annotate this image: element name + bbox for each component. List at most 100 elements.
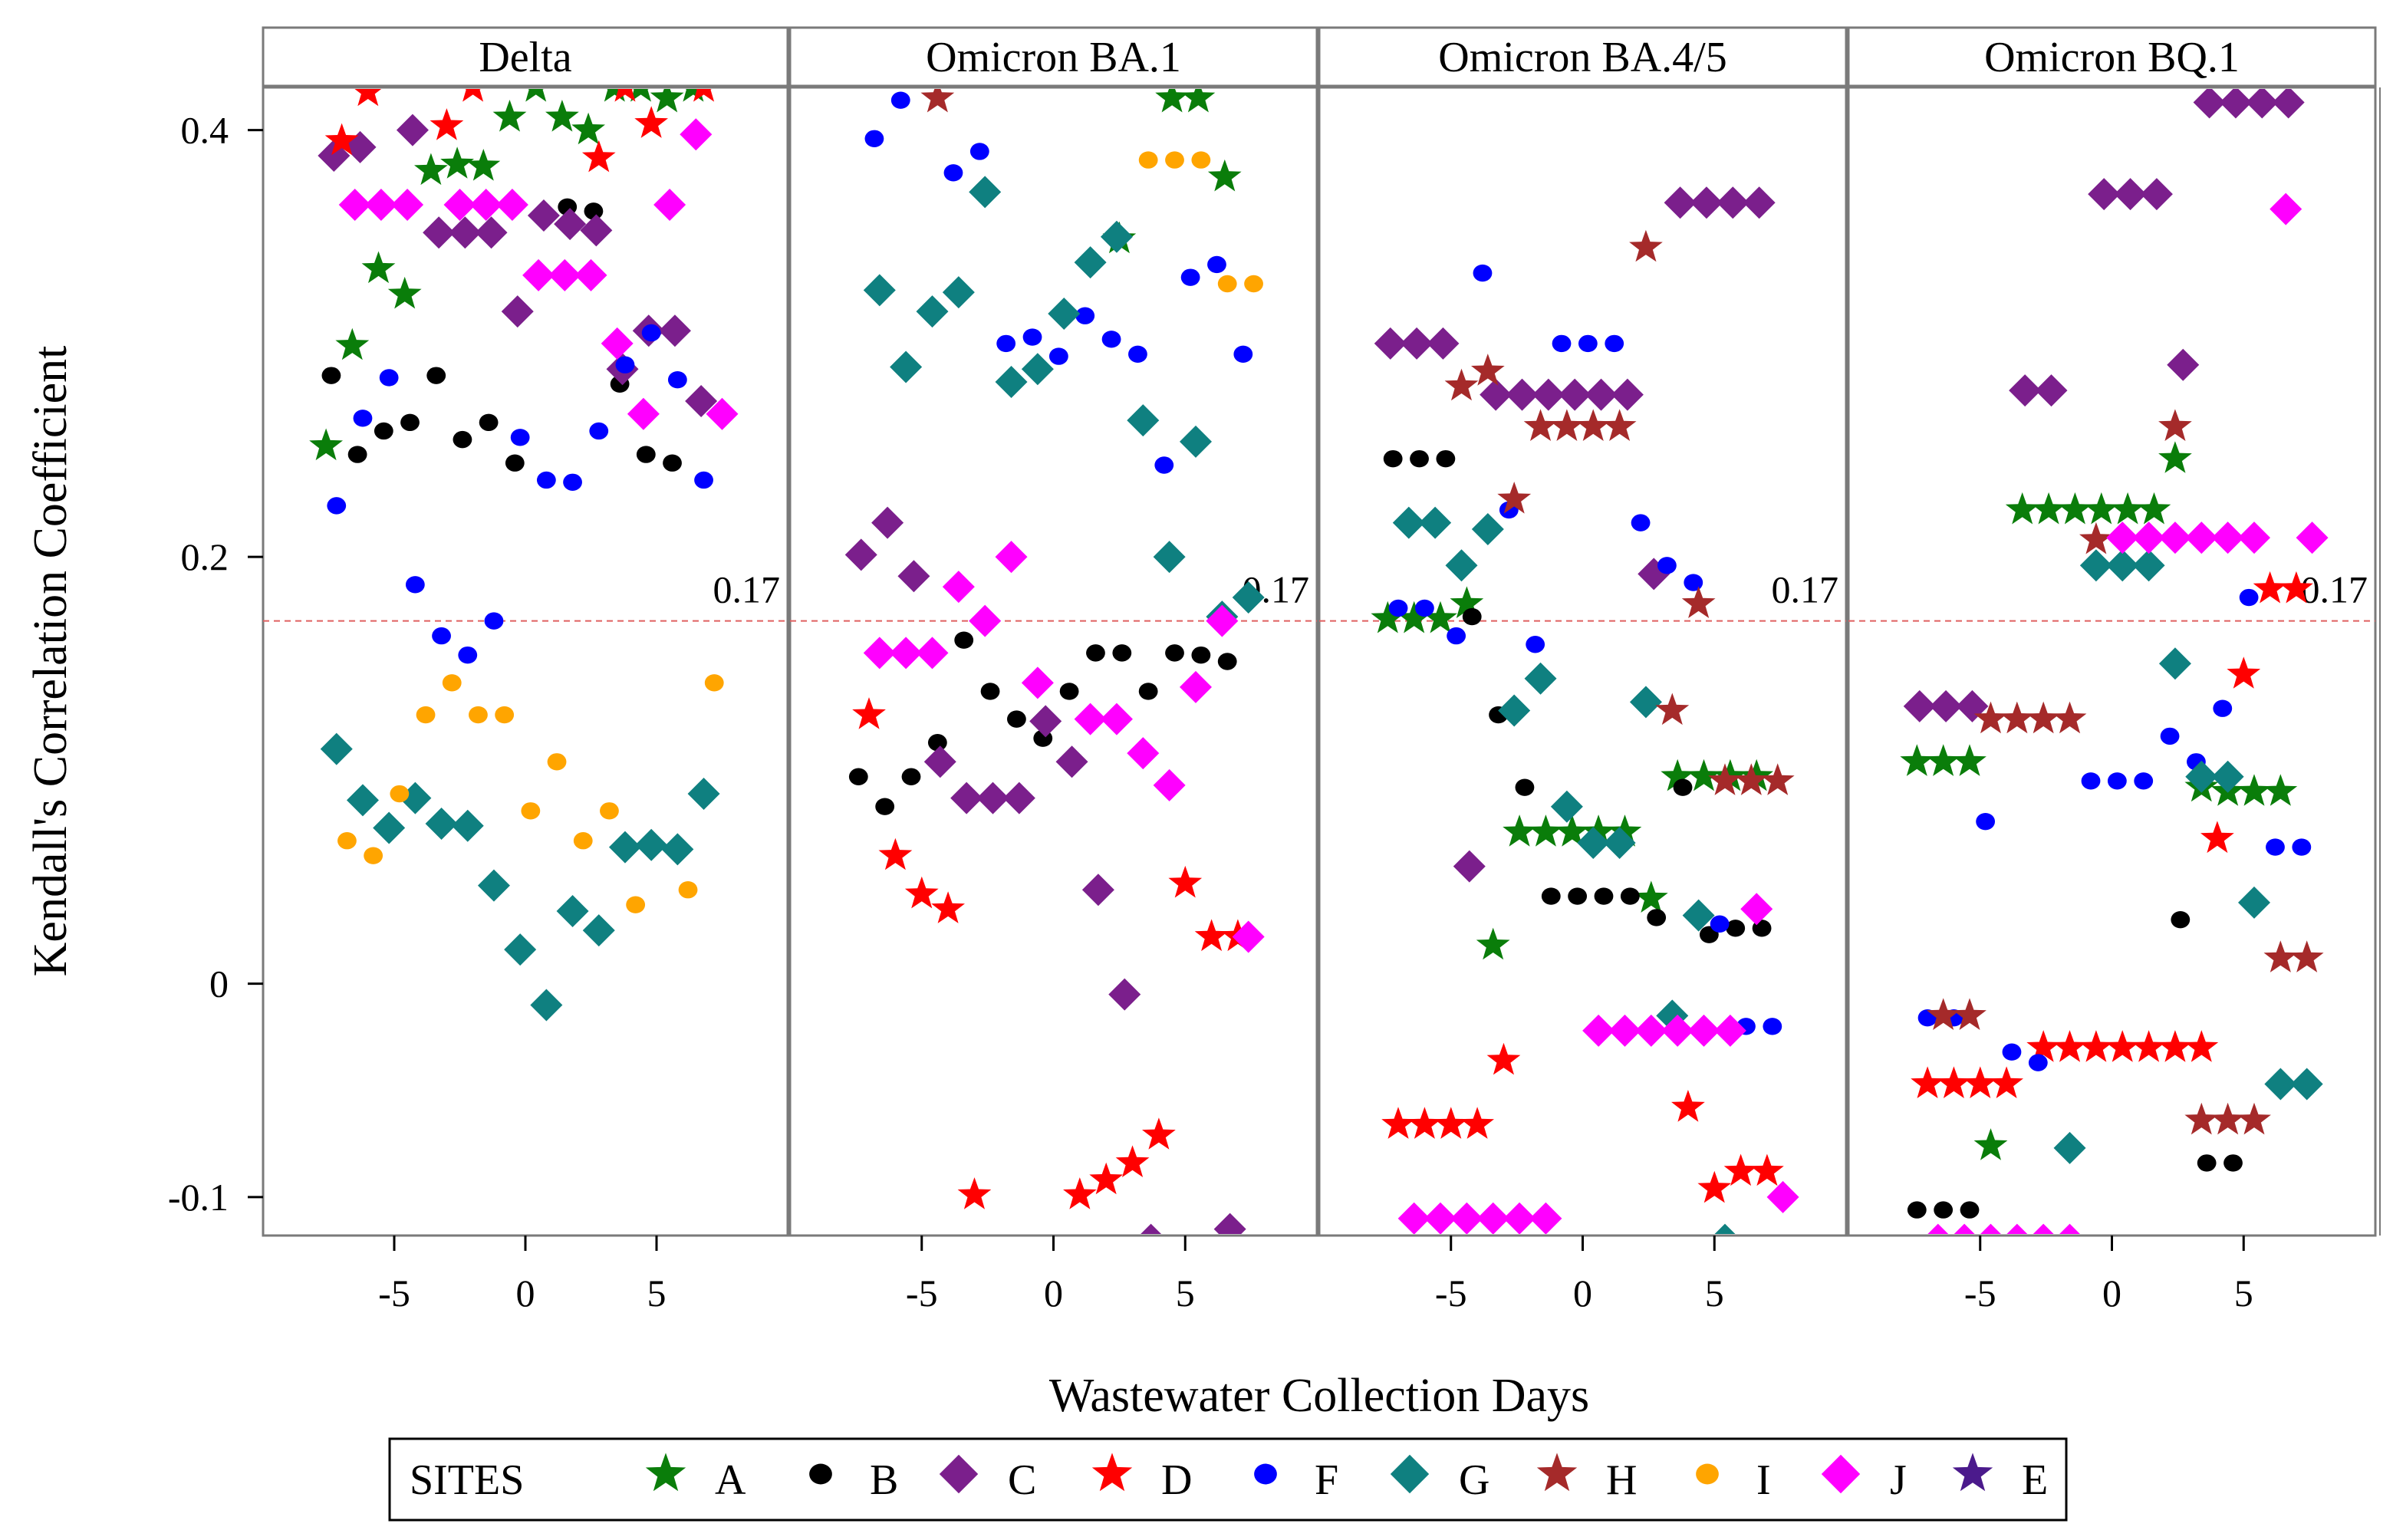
data-point [2059, 1223, 2080, 1234]
data-point [1726, 920, 1746, 937]
data-point [878, 837, 913, 870]
data-point [1578, 334, 1598, 353]
y-tick-label: 0.2 [181, 535, 229, 578]
data-point [548, 258, 581, 291]
data-point [614, 89, 636, 102]
data-point [1462, 607, 1482, 626]
data-point [1381, 1107, 1415, 1139]
data-point [685, 385, 718, 418]
data-point [510, 429, 530, 446]
data-point [2184, 1102, 2219, 1135]
data-point [2052, 701, 2087, 734]
series-site-I [1138, 151, 1263, 293]
legend-entry-H: H [1536, 1453, 1637, 1504]
data-point [504, 933, 537, 966]
data-point [1750, 1153, 1784, 1186]
data-point [1207, 159, 1242, 192]
data-point [1634, 880, 1668, 913]
data-point [890, 91, 910, 109]
data-point [1074, 246, 1107, 279]
data-point [1232, 581, 1265, 614]
data-point [364, 847, 383, 864]
data-point [916, 295, 949, 328]
data-point [2107, 772, 2127, 790]
data-point [1476, 927, 1510, 960]
data-point [2296, 522, 2329, 554]
data-point [1450, 586, 1484, 618]
data-point [1934, 1201, 1954, 1219]
data-point [2263, 940, 2298, 972]
data-point [387, 276, 422, 309]
data-point [2197, 1154, 2217, 1172]
shared-axes: -0.1 0 0.2 0.4 Wastewater Collection Days Ken… [25, 87, 2381, 1422]
x-tick-label: -5 [378, 1272, 410, 1315]
data-point [1138, 683, 1158, 700]
data-point [1734, 763, 1769, 795]
data-point [1657, 557, 1677, 574]
data-point [527, 199, 560, 232]
panel-strip [262, 26, 789, 87]
data-point [957, 1177, 992, 1209]
data-point [1427, 327, 1460, 360]
legend-marker [1390, 1454, 1430, 1494]
data-point [863, 637, 896, 670]
data-point [2131, 1030, 2166, 1062]
data-point [522, 258, 555, 291]
legend-marker [809, 1463, 832, 1485]
data-point [2005, 492, 2039, 525]
data-point [466, 149, 501, 181]
data-point [615, 356, 635, 373]
data-point [573, 832, 593, 850]
series-site-A [1371, 586, 1774, 960]
data-point [1179, 425, 1212, 458]
data-point [335, 327, 370, 360]
data-point [1973, 1128, 2008, 1160]
data-point [580, 214, 613, 247]
data-point [704, 674, 724, 692]
data-point [1371, 601, 1405, 633]
data-point [2290, 1068, 2323, 1101]
data-point [864, 130, 884, 147]
data-point [396, 114, 429, 146]
data-point [1911, 1066, 1944, 1098]
legend-label: F [1315, 1456, 1338, 1504]
data-point [1723, 1153, 1758, 1186]
data-point [1673, 778, 1693, 796]
data-point [1954, 1223, 1975, 1234]
data-point [426, 367, 446, 384]
data-point [353, 410, 373, 427]
series-site-J [1397, 893, 1799, 1234]
data-point [1407, 1107, 1442, 1139]
data-point [2079, 549, 2112, 582]
data-point [495, 189, 528, 222]
data-point [1232, 920, 1265, 953]
legend-box [388, 1437, 2068, 1522]
data-point [492, 100, 527, 132]
data-point [1213, 1213, 1246, 1234]
data-point [680, 118, 713, 151]
data-point [658, 314, 691, 347]
data-point [942, 276, 975, 309]
data-point [2033, 1223, 2054, 1234]
data-point [2289, 940, 2324, 972]
series-site-J [863, 541, 1265, 953]
panel-plot-area [262, 86, 789, 1237]
data-point [2009, 374, 2042, 407]
data-point [1207, 255, 1226, 274]
data-point [916, 637, 949, 670]
data-point [931, 891, 965, 923]
data-point [863, 274, 896, 307]
data-point [414, 153, 448, 186]
legend-label: I [1756, 1456, 1771, 1504]
data-point [1206, 604, 1239, 637]
data-point [2035, 374, 2068, 407]
data-point [390, 785, 410, 803]
data-point [2140, 178, 2173, 211]
data-point [1631, 514, 1651, 531]
data-point [2111, 492, 2144, 525]
legend-entry-I: I [1696, 1456, 1771, 1504]
data-point [1602, 409, 1637, 441]
data-point [706, 397, 739, 430]
data-point [1532, 378, 1565, 411]
data-point [1029, 705, 1062, 738]
